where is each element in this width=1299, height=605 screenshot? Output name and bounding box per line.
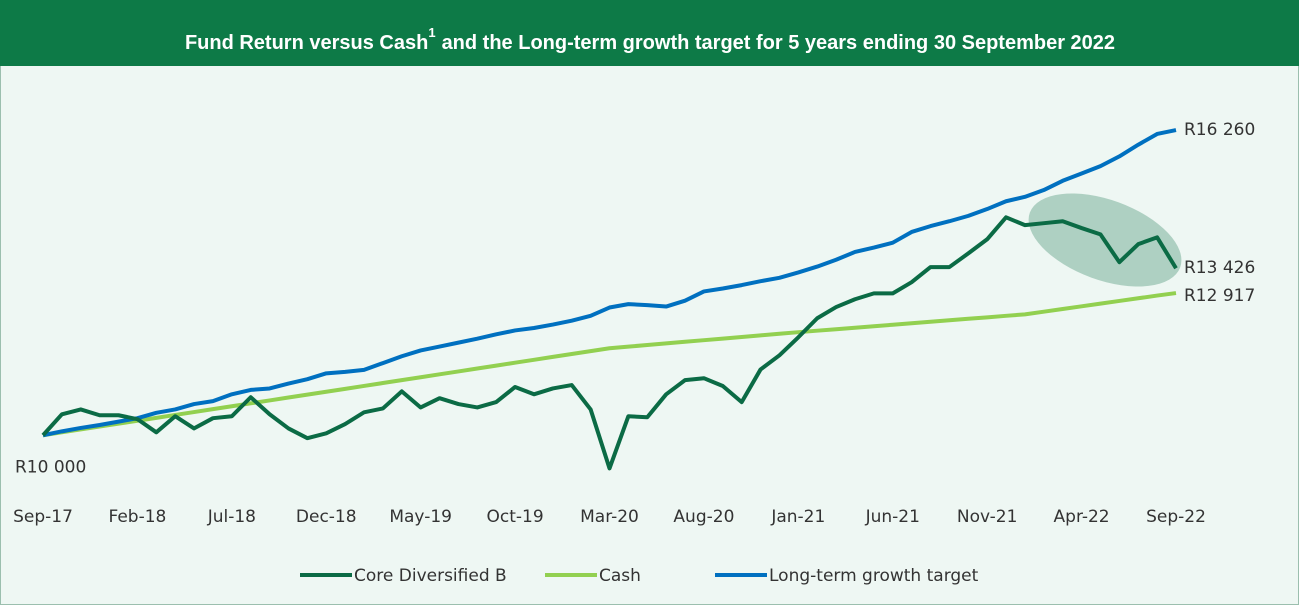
value-label: R16 260 <box>1184 120 1255 140</box>
title-text: Fund Return versus Cash <box>185 32 428 54</box>
x-tick-label: Jan-21 <box>770 507 825 527</box>
legend-label: Cash <box>599 566 641 586</box>
x-tick-label: Sep-22 <box>1146 507 1206 527</box>
title-band <box>0 0 1299 66</box>
series-line <box>42 128 1177 438</box>
title-text: and the Long-term growth target for 5 ye… <box>442 32 1116 54</box>
x-tick-label: Mar-20 <box>580 507 639 527</box>
x-tick-label: Oct-19 <box>486 507 543 527</box>
value-label: R13 426 <box>1184 258 1255 278</box>
x-tick-label: Aug-20 <box>673 507 734 527</box>
x-tick-label: May-19 <box>389 507 452 527</box>
x-tick-label: Nov-21 <box>957 507 1018 527</box>
series-line <box>41 215 1178 471</box>
series-line <box>42 291 1177 438</box>
title-footnote: 1 <box>428 25 435 40</box>
x-tick-label: Dec-18 <box>296 507 357 527</box>
x-tick-label: Jun-21 <box>865 507 920 527</box>
x-tick-label: Apr-22 <box>1054 507 1110 527</box>
value-label: R10 000 <box>15 457 86 477</box>
x-tick-label: Jul-18 <box>207 507 256 527</box>
legend-label: Core Diversified B <box>354 566 507 586</box>
value-label: R12 917 <box>1184 286 1255 306</box>
chart-title: Fund Return versus Cash1 and the Long-ter… <box>185 25 1115 54</box>
x-tick-label: Feb-18 <box>108 507 166 527</box>
x-tick-label: Sep-17 <box>13 507 73 527</box>
legend-label: Long-term growth target <box>769 566 979 586</box>
